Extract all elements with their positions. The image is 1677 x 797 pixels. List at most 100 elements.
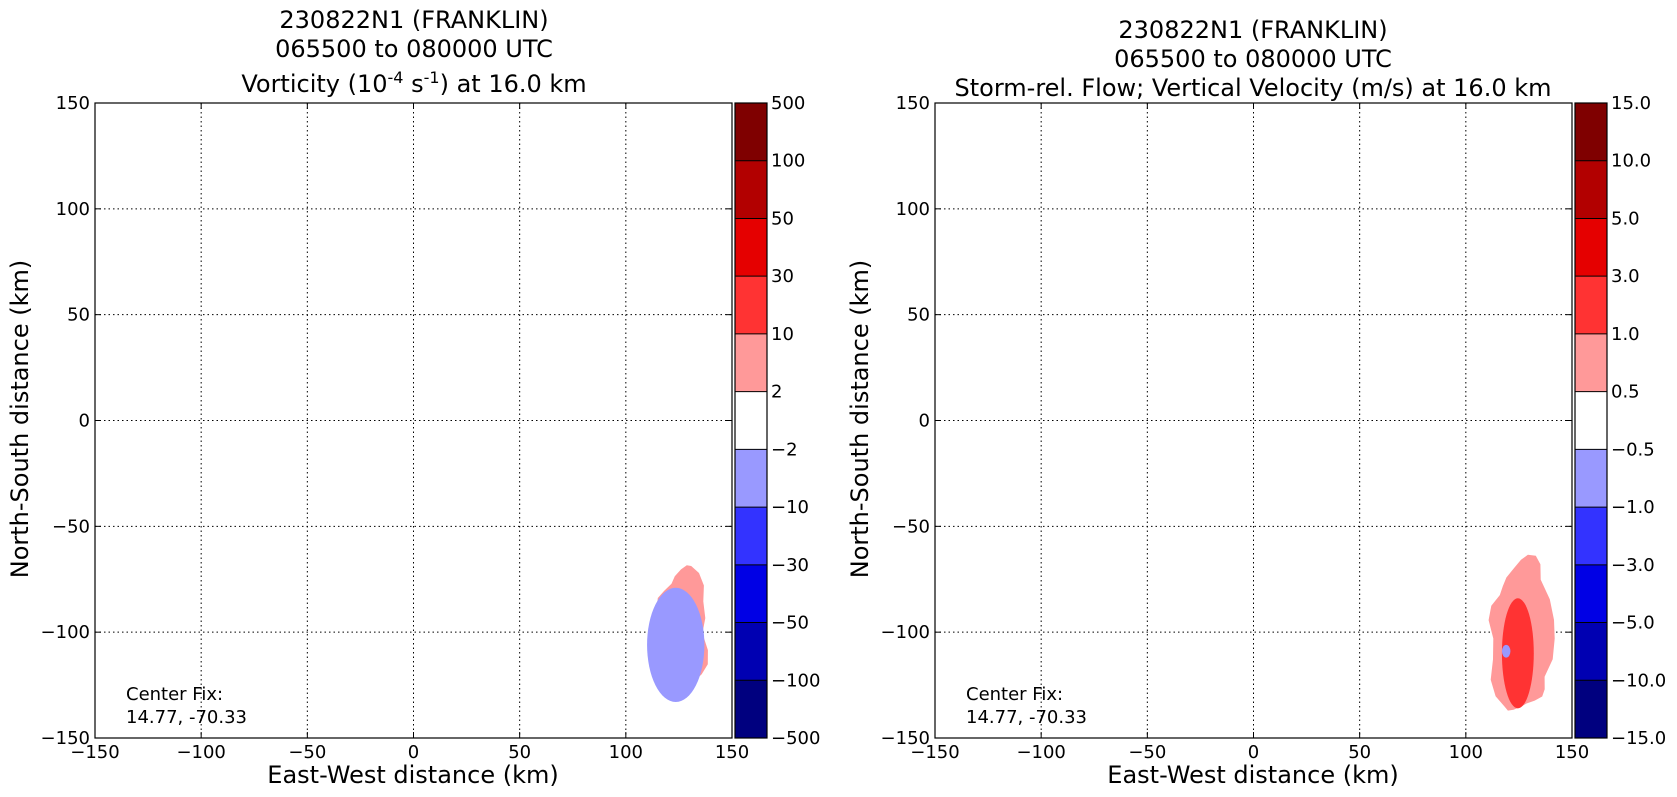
colorbar-bin: [1575, 507, 1607, 565]
contour-fill-1.0-to-3.0: [1501, 598, 1534, 709]
colorbar-tick-label: −5.0: [1611, 613, 1655, 634]
center-fix-label: Center Fix:: [126, 684, 223, 705]
title-line-1: 230822N1 (FRANKLIN): [279, 6, 548, 34]
colorbar-tick-label: −1.0: [1611, 497, 1655, 518]
x-tick-label: −150: [910, 742, 959, 763]
title-line-3-pre: Vorticity (10: [241, 70, 387, 98]
y-tick-label: 0: [79, 411, 90, 432]
colorbar-bin: [1575, 622, 1607, 681]
colorbar-tick-label: 500: [771, 93, 805, 114]
colorbar-tick-label: −10: [771, 497, 809, 518]
y-tick-label: 50: [907, 305, 930, 326]
x-tick-label: 150: [1555, 742, 1589, 763]
colorbar-tick-label: 50: [771, 208, 794, 229]
y-tick-label: −50: [52, 516, 90, 537]
colorbar-tick-label: 2: [771, 382, 782, 403]
colorbar-tick-label: 5.0: [1611, 208, 1640, 229]
title-line-2: 065500 to 080000 UTC: [1114, 45, 1392, 73]
colorbar-tick-label: −0.5: [1611, 439, 1655, 460]
plot-background: [935, 103, 1572, 738]
colorbar-tick-label: 0.5: [1611, 382, 1640, 403]
contour-fill--1.0-to--0.5: [1501, 644, 1511, 658]
colorbar-tick-label: 1.0: [1611, 324, 1640, 345]
title-line-3: Storm-rel. Flow; Vertical Velocity (m/s)…: [955, 74, 1552, 102]
colorbar-tick-label: 100: [771, 151, 805, 172]
y-tick-label: 50: [67, 305, 90, 326]
x-tick-label: 50: [1348, 742, 1371, 763]
colorbar-bin: [735, 160, 767, 219]
x-tick-label: 0: [1248, 742, 1259, 763]
vorticity-colorbar: −500 −100 −50 −30 −10 −2 2 10 30 50 100 500: [734, 93, 820, 749]
y-axis-label: North-South distance (km): [846, 260, 874, 579]
y-tick-label: 100: [56, 199, 90, 220]
colorbar-bin: [735, 680, 767, 738]
x-tick-label: −100: [176, 742, 225, 763]
title-line-3-mid: s: [403, 70, 423, 98]
x-tick-label: −100: [1016, 742, 1065, 763]
y-tick-label: −50: [892, 516, 930, 537]
vertical-velocity-colorbar: −15.0 −10.0 −5.0 −3.0 −1.0 −0.5 0.5 1.0 3.0 5.0 10…: [1574, 93, 1666, 749]
y-tick-label: −150: [881, 728, 930, 749]
x-tick-label: 100: [609, 742, 643, 763]
x-axis-label: East-West distance (km): [1107, 761, 1398, 789]
colorbar-tick-label: 15.0: [1611, 93, 1651, 114]
x-axis-label: East-West distance (km): [267, 761, 558, 789]
plot-background: [95, 103, 732, 738]
x-tick-label: 150: [715, 742, 749, 763]
x-tick-label: −50: [1128, 742, 1166, 763]
colorbar-bin: [1575, 564, 1607, 623]
vertical-velocity-panel: 230822N1 (FRANKLIN) 065500 to 080000 UTC…: [846, 16, 1666, 789]
title-line-2: 065500 to 080000 UTC: [275, 35, 553, 63]
x-tick-label: −150: [70, 742, 119, 763]
colorbar-tick-label: −50: [771, 613, 809, 634]
y-tick-label: 0: [919, 411, 930, 432]
colorbar-tick-label: 3.0: [1611, 266, 1640, 287]
title-line-3-post: ) at 16.0 km: [440, 70, 587, 98]
contour-fill--10-to--2: [647, 587, 705, 703]
colorbar-bin: [1575, 103, 1607, 161]
x-tick-label: 0: [408, 742, 419, 763]
colorbar-bin: [1575, 449, 1607, 508]
colorbar-tick-label: −15.0: [1611, 728, 1666, 749]
x-tick-label: −50: [288, 742, 326, 763]
y-axis-label: North-South distance (km): [6, 260, 34, 579]
colorbar-tick-label: 30: [771, 266, 794, 287]
colorbar-tick-label: −3.0: [1611, 555, 1655, 576]
vertical-velocity-plot-area: −150 −100 −50 0 50 100 150 −150 −100 −50 0 50 100 150: [881, 93, 1590, 763]
colorbar-tick-label: 10.0: [1611, 151, 1651, 172]
colorbar-bin: [1575, 391, 1607, 450]
y-tick-label: 150: [896, 93, 930, 114]
title-line-3-sup1: -4: [388, 68, 404, 87]
vorticity-panel: 230822N1 (FRANKLIN) 065500 to 080000 UTC…: [6, 6, 820, 789]
colorbar-tick-label: −2: [771, 439, 798, 460]
colorbar-bin: [1575, 276, 1607, 334]
colorbar-bin: [735, 391, 767, 450]
colorbar-bin: [735, 276, 767, 334]
colorbar-bin: [735, 103, 767, 161]
y-tick-label: −100: [41, 622, 90, 643]
colorbar-tick-label: −10.0: [1611, 670, 1666, 691]
y-tick-label: 100: [896, 199, 930, 220]
colorbar-bin: [735, 507, 767, 565]
title-line-3-sup2: -1: [424, 68, 440, 87]
y-tick-label: −150: [41, 728, 90, 749]
colorbar-bin: [1575, 680, 1607, 738]
colorbar-bin: [1575, 218, 1607, 277]
colorbar-bin: [735, 333, 767, 392]
center-fix-value: 14.77, -70.33: [966, 707, 1087, 728]
colorbar-tick-label: −500: [771, 728, 820, 749]
colorbar-frame: [1574, 102, 1608, 739]
colorbar-bin: [735, 564, 767, 623]
title-line-1: 230822N1 (FRANKLIN): [1118, 16, 1387, 44]
colorbar-bin: [1575, 333, 1607, 392]
colorbar-bin: [735, 218, 767, 277]
y-tick-label: −100: [881, 622, 930, 643]
colorbar-tick-label: −100: [771, 670, 820, 691]
colorbar-frame: [734, 102, 768, 739]
y-tick-label: 150: [56, 93, 90, 114]
colorbar-tick-label: −30: [771, 555, 809, 576]
center-fix-value: 14.77, -70.33: [126, 707, 247, 728]
colorbar-bin: [735, 449, 767, 508]
vorticity-plot-area: −150 −100 −50 0 50 100 150 −150 −100 −50 0 50 100 150: [41, 93, 750, 763]
